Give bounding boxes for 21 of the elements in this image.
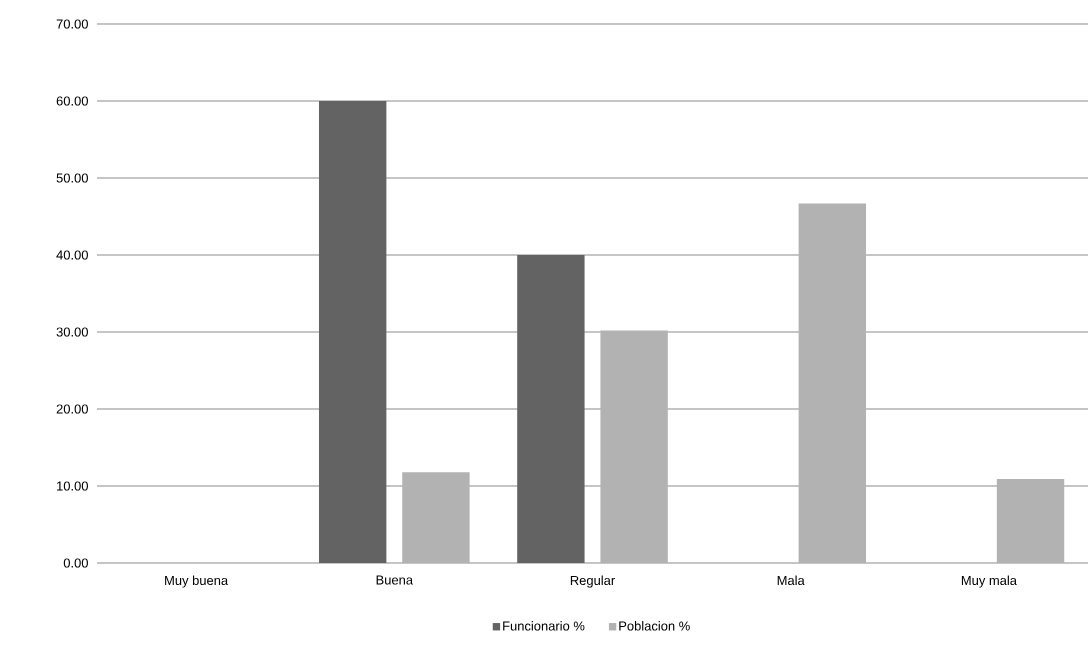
y-tick-label: 70.00 [56, 19, 88, 29]
legend-label: Funcionario % [503, 621, 585, 631]
y-tick-label: 20.00 [56, 404, 88, 414]
bar [402, 472, 470, 563]
x-tick-label: Buena [376, 575, 414, 585]
bar [996, 479, 1065, 563]
y-tick-label: 60.00 [56, 96, 88, 106]
y-tick-label: 10.00 [57, 481, 88, 491]
bar [798, 203, 867, 563]
y-tick-label: 40.00 [56, 250, 88, 260]
y-tick-label: 0.00 [63, 558, 88, 568]
bar [318, 101, 387, 563]
y-tick-label: 30.00 [56, 327, 88, 337]
legend-label: Poblacion % [619, 621, 690, 631]
x-tick-label: Mala [777, 575, 805, 586]
x-tick-label: Muy buena [165, 575, 229, 588]
bar [600, 330, 668, 563]
y-tick-label: 50.00 [56, 173, 88, 183]
x-tick-label: Regular [570, 575, 615, 588]
x-tick-label: Muy mala [961, 575, 1017, 588]
bar [517, 255, 585, 563]
